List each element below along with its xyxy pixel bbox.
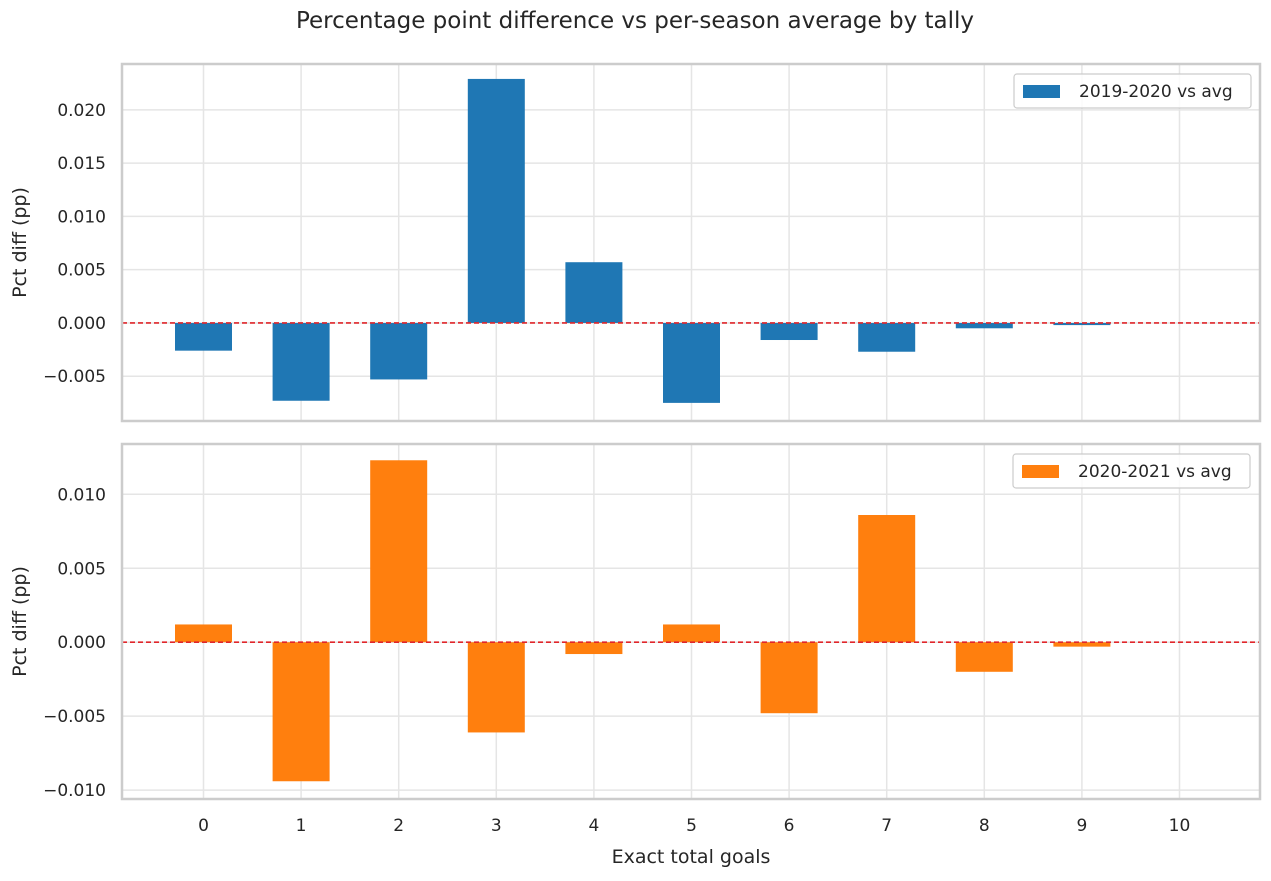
top-bar-6 [760,322,818,341]
xtick-label-0: 0 [198,816,209,836]
top-ytick-label: −0.005 [43,367,106,387]
bottom-bar-7 [858,515,916,643]
bottom-bar-8 [955,642,1013,672]
top-ytick-label: 0.000 [57,314,106,334]
bottom-bar-3 [467,642,525,733]
bottom-bar-5 [663,624,720,643]
bottom-legend: 2020-2021 vs avg [1012,453,1251,489]
top-ytick-label: 0.020 [57,101,106,121]
top-plot-frame [120,62,1262,423]
top-bar-0 [175,322,232,351]
bottom-bar-1 [272,642,330,782]
bottom-bar-2 [370,460,428,643]
top-bar-2 [370,322,428,380]
top-y-axis-label: Pct diff (pp) [9,187,31,298]
top-panel: −0.005 0.000 0.005 0.010 0.015 0.020 Pct diff … [9,62,1262,423]
bottom-panel: −0.010 −0.005 0.000 0.005 0.010 Pct diff (pp)… [9,442,1262,836]
top-bar-3 [467,78,525,323]
xtick-label-2: 2 [393,816,404,836]
bottom-ytick-label: 0.010 [57,485,106,505]
bottom-plot-frame [120,442,1262,801]
xtick-label-1: 1 [296,816,307,836]
bottom-bar-4 [565,642,623,655]
top-bar-9 [1053,322,1111,326]
xtick-label-6: 6 [784,816,795,836]
bottom-legend-swatch [1022,465,1059,478]
top-legend-label: 2019-2020 vs avg [1079,82,1233,102]
top-ytick-label: 0.015 [57,154,106,174]
xtick-label-8: 8 [979,816,990,836]
top-legend-box [1013,73,1252,109]
bottom-ytick-label: −0.010 [43,781,106,801]
bottom-ytick-label: 0.005 [57,559,106,579]
top-bar-5 [663,322,720,403]
bottom-y-axis-label: Pct diff (pp) [9,566,31,677]
bottom-legend-box [1012,453,1251,489]
xtick-label-3: 3 [491,816,502,836]
bottom-bar-0 [175,624,232,643]
chart-title: Percentage point difference vs per-seaso… [296,8,974,34]
top-bar-1 [272,322,330,401]
bottom-ytick-label: 0.000 [57,633,106,653]
top-bar-7 [858,322,916,352]
xtick-label-7: 7 [881,816,892,836]
xtick-label-4: 4 [588,816,599,836]
xtick-label-5: 5 [686,816,697,836]
top-legend: 2019-2020 vs avg [1013,73,1252,109]
bottom-ytick-label: −0.005 [43,707,106,727]
top-bar-4 [565,262,623,323]
x-axis-label: Exact total goals [612,846,771,868]
top-bar-8 [955,322,1013,329]
top-ytick-label: 0.010 [57,207,106,227]
top-legend-swatch [1023,85,1060,98]
xtick-label-9: 9 [1076,816,1087,836]
bottom-bar-9 [1053,642,1111,647]
bottom-bar-6 [760,642,818,714]
xtick-label-10: 10 [1169,816,1191,836]
top-ytick-label: 0.005 [57,261,106,281]
bottom-legend-label: 2020-2021 vs avg [1078,462,1232,482]
